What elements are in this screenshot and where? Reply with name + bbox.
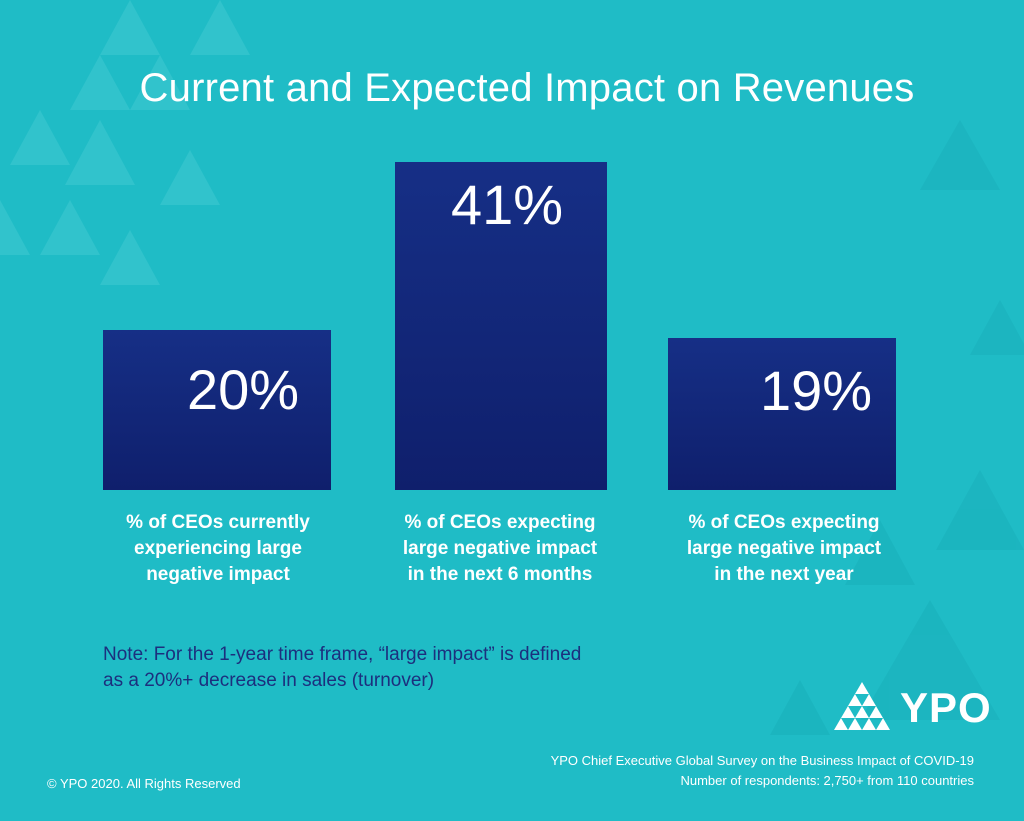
chart-title: Current and Expected Impact on Revenues (139, 66, 915, 110)
respondents-line: Number of respondents: 2,750+ from 110 c… (680, 773, 974, 788)
bar-value-label-0: 20% (187, 358, 299, 421)
category-label-line: negative impact (146, 564, 290, 585)
category-label-current: % of CEOs currently experiencing large n… (88, 510, 348, 588)
footnote: Note: For the 1-year time frame, “large … (103, 642, 703, 694)
category-label-line: % of CEOs expecting (688, 512, 880, 533)
bar-value-label-2: 19% (760, 359, 872, 422)
category-label-line: % of CEOs currently (126, 512, 310, 533)
copyright: © YPO 2020. All Rights Reserved (47, 776, 241, 791)
bar-1 (395, 162, 607, 490)
bar-value-label-1: 41% (451, 173, 563, 236)
category-label-line: in the next 6 months (407, 564, 593, 585)
category-label-6-months: % of CEOs expecting large negative impac… (370, 510, 630, 588)
category-label-line: experiencing large (134, 538, 302, 559)
source-line: YPO Chief Executive Global Survey on the… (550, 753, 974, 768)
category-label-line: in the next year (714, 564, 854, 585)
bar-0 (103, 330, 331, 490)
category-label-line: large negative impact (402, 538, 598, 559)
category-label-line: % of CEOs expecting (404, 512, 596, 533)
category-label-next-year: % of CEOs expecting large negative impac… (654, 510, 914, 588)
logo-text: YPO (900, 684, 992, 731)
footnote-line: Note: For the 1-year time frame, “large … (103, 644, 582, 665)
footnote-line: as a 20%+ decrease in sales (turnover) (103, 670, 435, 691)
ypo-triangle-logo-icon (834, 682, 890, 730)
bar-2 (668, 338, 896, 490)
category-label-line: large negative impact (686, 538, 882, 559)
